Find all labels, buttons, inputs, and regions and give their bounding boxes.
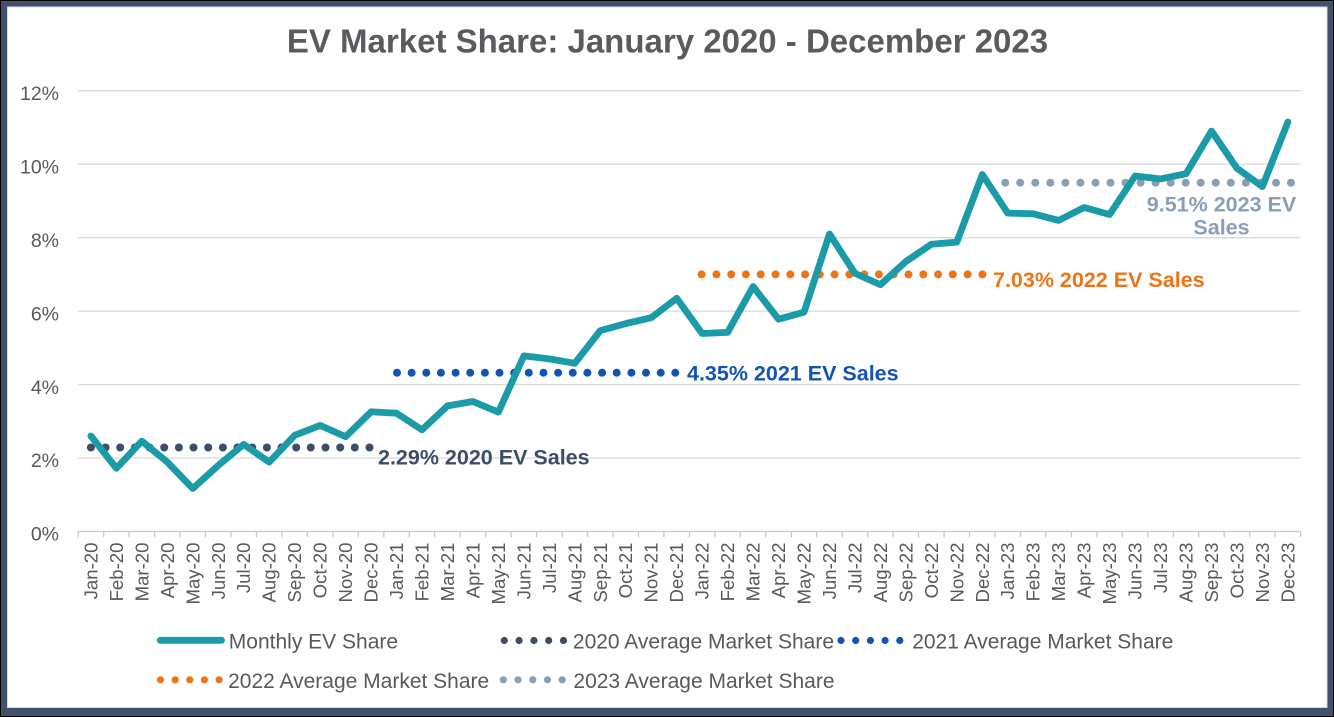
svg-text:2023 Average Market Share: 2023 Average Market Share — [573, 670, 834, 693]
svg-text:Dec-21: Dec-21 — [666, 543, 687, 603]
svg-text:May-22: May-22 — [794, 543, 815, 605]
svg-text:2022 Average Market Share: 2022 Average Market Share — [228, 670, 489, 693]
svg-text:Feb-22: Feb-22 — [717, 543, 738, 602]
svg-text:Aug-23: Aug-23 — [1176, 543, 1197, 603]
svg-text:May-21: May-21 — [488, 543, 509, 605]
svg-text:Jul-20: Jul-20 — [233, 543, 254, 594]
svg-text:Nov-21: Nov-21 — [641, 543, 662, 603]
svg-text:Nov-23: Nov-23 — [1252, 543, 1273, 603]
svg-text:Sep-23: Sep-23 — [1201, 543, 1222, 603]
svg-text:Apr-22: Apr-22 — [768, 543, 789, 599]
svg-text:Nov-20: Nov-20 — [335, 543, 356, 603]
svg-text:Oct-23: Oct-23 — [1226, 543, 1247, 599]
svg-text:Jan-23: Jan-23 — [997, 542, 1018, 599]
svg-text:May-23: May-23 — [1099, 543, 1120, 605]
svg-text:12%: 12% — [20, 83, 59, 105]
svg-text:0%: 0% — [31, 524, 59, 546]
svg-text:2020 Average Market Share: 2020 Average Market Share — [573, 631, 834, 654]
svg-text:Mar-23: Mar-23 — [1048, 543, 1069, 602]
svg-text:Jan-21: Jan-21 — [386, 543, 407, 600]
svg-text:Aug-22: Aug-22 — [870, 543, 891, 603]
svg-text:Jan-22: Jan-22 — [692, 543, 713, 600]
svg-text:Nov-22: Nov-22 — [946, 543, 967, 603]
svg-text:Aug-20: Aug-20 — [259, 543, 280, 603]
svg-text:Dec-22: Dec-22 — [972, 543, 993, 603]
svg-text:Sales: Sales — [1193, 216, 1249, 240]
svg-text:6%: 6% — [31, 303, 59, 325]
svg-text:2%: 2% — [31, 450, 59, 472]
svg-text:Jul-23: Jul-23 — [1150, 543, 1171, 594]
svg-text:9.51% 2023 EV: 9.51% 2023 EV — [1147, 193, 1297, 217]
svg-text:8%: 8% — [31, 230, 59, 252]
svg-text:Jun-22: Jun-22 — [819, 543, 840, 600]
svg-text:Mar-22: Mar-22 — [743, 543, 764, 602]
svg-text:Apr-21: Apr-21 — [462, 543, 483, 599]
svg-text:Apr-23: Apr-23 — [1074, 543, 1095, 599]
svg-text:Feb-23: Feb-23 — [1023, 543, 1044, 602]
svg-text:Aug-21: Aug-21 — [564, 543, 585, 603]
svg-text:4.35% 2021 EV Sales: 4.35% 2021 EV Sales — [687, 361, 899, 385]
svg-text:Feb-21: Feb-21 — [412, 543, 433, 602]
svg-text:4%: 4% — [31, 377, 59, 399]
svg-text:Jul-22: Jul-22 — [844, 543, 865, 594]
svg-text:10%: 10% — [20, 156, 59, 178]
svg-text:2021 Average Market Share: 2021 Average Market Share — [912, 631, 1173, 654]
svg-text:Dec-23: Dec-23 — [1277, 543, 1298, 603]
svg-text:Jun-20: Jun-20 — [208, 543, 229, 600]
svg-text:Dec-20: Dec-20 — [361, 543, 382, 603]
svg-text:Feb-20: Feb-20 — [106, 543, 127, 602]
svg-text:2.29% 2020 EV Sales: 2.29% 2020 EV Sales — [378, 446, 590, 470]
svg-text:7.03% 2022 EV Sales: 7.03% 2022 EV Sales — [993, 268, 1205, 292]
svg-text:EV Market Share: January 2020: EV Market Share: January 2020 - December… — [287, 22, 1048, 59]
svg-text:Jun-21: Jun-21 — [513, 543, 534, 600]
svg-text:Sep-22: Sep-22 — [895, 543, 916, 603]
svg-text:Monthly EV Share: Monthly EV Share — [229, 631, 398, 654]
svg-text:Jan-20: Jan-20 — [80, 543, 101, 600]
svg-text:Apr-20: Apr-20 — [157, 543, 178, 599]
svg-text:Sep-20: Sep-20 — [284, 543, 305, 603]
svg-text:Sep-21: Sep-21 — [590, 543, 611, 603]
svg-text:Mar-20: Mar-20 — [131, 543, 152, 602]
svg-text:May-20: May-20 — [182, 543, 203, 605]
svg-text:Mar-21: Mar-21 — [437, 543, 458, 602]
svg-text:Oct-20: Oct-20 — [310, 543, 331, 599]
svg-text:Jun-23: Jun-23 — [1125, 543, 1146, 600]
svg-text:Jul-21: Jul-21 — [539, 543, 560, 594]
svg-text:Oct-22: Oct-22 — [921, 543, 942, 599]
svg-text:Oct-21: Oct-21 — [615, 543, 636, 599]
